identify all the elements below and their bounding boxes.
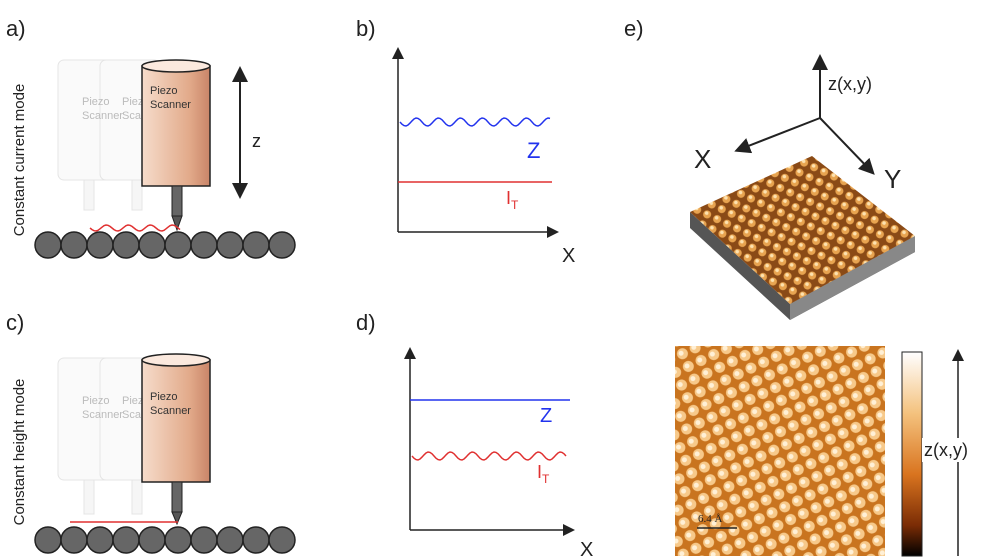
- z-curve: [400, 118, 550, 126]
- panel-label: c): [6, 310, 24, 335]
- atom: [191, 527, 217, 553]
- atom-row: [35, 527, 295, 553]
- ghost-label: Piezo: [82, 395, 110, 407]
- mode-label: Constant current mode: [11, 84, 28, 237]
- scanner-label: Scanner: [150, 405, 191, 417]
- atom: [191, 232, 217, 258]
- panel-label: d): [356, 310, 376, 335]
- colorbar-label: z(x,y): [924, 440, 968, 460]
- ghost-label: Scanner: [82, 409, 123, 421]
- z-label: Z: [540, 405, 552, 427]
- atom: [35, 232, 61, 258]
- x-axis-label: X: [694, 144, 711, 174]
- colorbar: [902, 352, 922, 556]
- panel-label: a): [6, 16, 26, 41]
- atom-row: [35, 232, 295, 258]
- atom: [243, 527, 269, 553]
- current-sub: T: [511, 198, 519, 212]
- z-label: z: [252, 131, 261, 151]
- atom: [243, 232, 269, 258]
- current-label: IT: [537, 462, 550, 486]
- scale-bar-label: 6.4 Å: [698, 513, 723, 525]
- ghost-label: Piezo: [82, 96, 110, 108]
- z-axis-label: z(x,y): [828, 74, 872, 94]
- panel-label: b): [356, 16, 376, 41]
- atom: [165, 232, 191, 258]
- atom: [87, 232, 113, 258]
- scanner-label: Scanner: [150, 99, 191, 111]
- atom: [87, 527, 113, 553]
- ghost-label: Scanner: [82, 110, 123, 122]
- current-sub: T: [542, 472, 550, 486]
- current-curve: [412, 452, 566, 460]
- atom: [269, 232, 295, 258]
- atom: [113, 527, 139, 553]
- atom: [217, 527, 243, 553]
- panel-label: e): [624, 16, 644, 41]
- current-label: IT: [506, 188, 519, 212]
- z-label: Z: [527, 138, 540, 163]
- surface-3d: [690, 156, 915, 320]
- figure: a) Constant current mode Piezo Scanner P…: [0, 0, 989, 558]
- atom: [113, 232, 139, 258]
- atom: [61, 232, 87, 258]
- atom: [217, 232, 243, 258]
- atom: [165, 527, 191, 553]
- atom: [61, 527, 87, 553]
- x-label: X: [580, 539, 593, 558]
- scanner-label: Piezo: [150, 391, 178, 403]
- atom: [139, 232, 165, 258]
- tip-path: [90, 225, 180, 231]
- atom: [139, 527, 165, 553]
- y-axis-label: Y: [884, 164, 901, 194]
- x-label: X: [562, 245, 575, 267]
- atom: [269, 527, 295, 553]
- atom: [35, 527, 61, 553]
- mode-label: Constant height mode: [11, 379, 28, 526]
- scanner-label: Piezo: [150, 85, 178, 97]
- scanner: [142, 354, 210, 524]
